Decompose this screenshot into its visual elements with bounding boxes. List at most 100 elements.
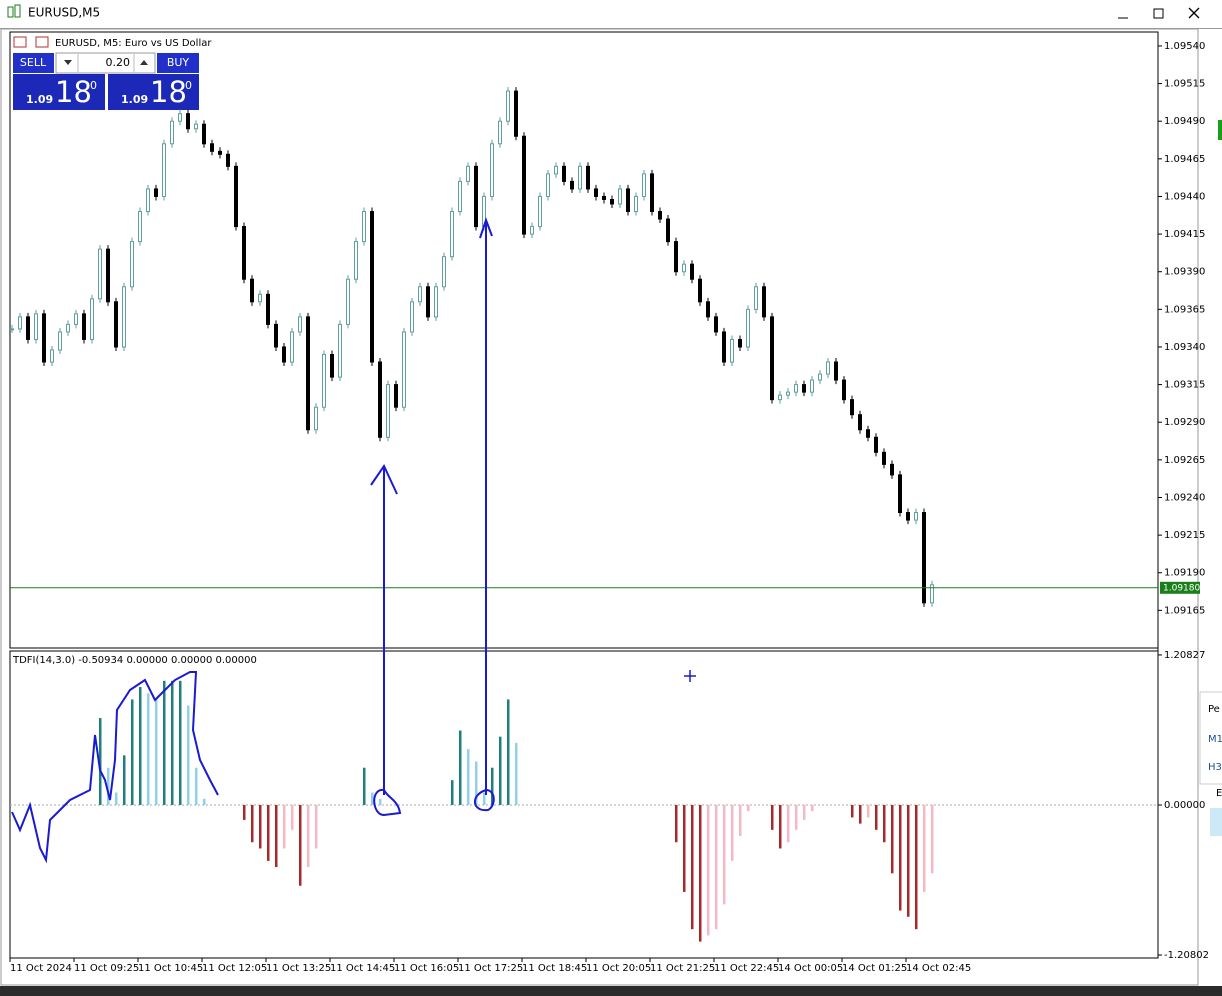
histogram-bar	[131, 699, 134, 805]
candle-body	[874, 436, 878, 453]
histogram-bar	[267, 804, 270, 861]
candle-body	[282, 346, 286, 363]
candle-body	[74, 313, 78, 325]
period-popup	[1199, 691, 1222, 785]
candle-body	[698, 278, 702, 303]
candle-body	[154, 188, 158, 197]
candle-body	[386, 384, 390, 438]
candle-body	[562, 165, 566, 182]
histogram-bar	[459, 730, 462, 805]
maximize-button[interactable]	[1153, 8, 1164, 19]
volume-value[interactable]: 0.20	[106, 56, 131, 69]
sell-price-sup[interactable]: 0	[90, 79, 97, 92]
candle-body	[314, 406, 318, 431]
histogram-bar	[859, 804, 862, 824]
histogram-bar	[363, 767, 366, 805]
side-text[interactable]: H3	[1208, 762, 1222, 773]
time-label: 11 Oct 17:25	[458, 963, 523, 974]
candle-body	[690, 263, 694, 280]
candle-body	[138, 211, 142, 243]
buy-price-sup[interactable]: 0	[185, 79, 192, 92]
candle-body	[218, 150, 222, 155]
histogram-bar	[99, 718, 102, 805]
buy-price-box[interactable]	[108, 74, 199, 110]
candle-body	[250, 278, 254, 303]
candle-body	[554, 165, 558, 175]
time-label: 11 Oct 18:45	[522, 963, 587, 974]
histogram-bar	[515, 742, 518, 805]
candle-body	[66, 323, 70, 333]
histogram-bar	[683, 804, 686, 892]
chart-title: EURUSD, M5: Euro vs US Dollar	[55, 38, 212, 49]
time-label: 14 Oct 01:25	[842, 963, 907, 974]
candle-body	[882, 451, 886, 465]
candle-body	[394, 384, 398, 408]
candle-body	[498, 120, 502, 145]
y-tick-label: 0.00000	[1164, 800, 1205, 811]
histogram-bar	[731, 804, 734, 861]
candle-body	[234, 165, 238, 228]
candle-body	[474, 165, 478, 228]
candle-body	[682, 263, 686, 273]
histogram-bar	[155, 699, 158, 805]
close-button[interactable]	[1188, 7, 1200, 19]
y-tick-label: 1.20827	[1164, 650, 1205, 661]
sell-button[interactable]	[13, 53, 54, 73]
histogram-bar	[179, 680, 182, 805]
candle-body	[58, 331, 62, 351]
candle-body	[738, 338, 742, 348]
side-text: Pe	[1208, 704, 1220, 715]
candle-body	[298, 316, 302, 333]
histogram-bar	[851, 804, 854, 818]
time-label: 11 Oct 2024	[10, 963, 72, 974]
candle-body	[730, 338, 734, 363]
candle-body	[922, 512, 926, 604]
histogram-bar	[203, 798, 206, 805]
buy-button[interactable]	[157, 53, 199, 73]
candle-body	[130, 241, 134, 288]
side-text[interactable]: M1	[1208, 734, 1222, 745]
candle-body	[322, 353, 326, 408]
current-price-box	[1160, 581, 1200, 594]
sell-price-main[interactable]: 18	[55, 75, 92, 109]
candle-body	[618, 188, 622, 205]
candle-body	[370, 211, 374, 363]
volume-box[interactable]	[55, 52, 156, 74]
buy-price-big[interactable]: 1.09	[121, 93, 148, 106]
candle-body	[594, 188, 598, 197]
candle-body	[858, 414, 862, 431]
candle-body	[106, 248, 110, 303]
candle-body	[530, 226, 534, 235]
candle-body	[674, 241, 678, 273]
histogram-bar	[299, 804, 302, 886]
candle-body	[266, 293, 270, 325]
buy-price-main[interactable]: 18	[150, 75, 187, 109]
candle-body	[826, 361, 830, 375]
time-label: 11 Oct 16:05	[394, 963, 459, 974]
crosshair	[684, 670, 696, 682]
buy-label[interactable]: BUY	[167, 56, 190, 69]
status-bar	[0, 986, 1222, 996]
candle-body	[706, 301, 710, 318]
volume-up[interactable]	[140, 60, 148, 65]
sell-price-box[interactable]	[13, 74, 105, 110]
chart-icon	[13, 36, 27, 48]
sell-price-big[interactable]: 1.09	[26, 93, 53, 106]
candle-body	[866, 429, 870, 438]
histogram-bar	[243, 804, 246, 820]
candle-body	[194, 123, 198, 130]
histogram-bar	[747, 804, 750, 812]
y-tick-label: 1.09490	[1164, 116, 1205, 127]
candle-body	[906, 512, 910, 521]
candle-body	[578, 165, 582, 190]
histogram-bar	[931, 804, 934, 874]
sell-label[interactable]: SELL	[20, 56, 47, 69]
volume-down[interactable]	[64, 60, 72, 65]
candle-body	[162, 143, 166, 197]
title-bar	[0, 0, 1222, 28]
candle-body	[770, 316, 774, 401]
histogram-bar	[283, 804, 286, 849]
candle-body	[34, 313, 38, 340]
candle-body	[506, 90, 510, 122]
